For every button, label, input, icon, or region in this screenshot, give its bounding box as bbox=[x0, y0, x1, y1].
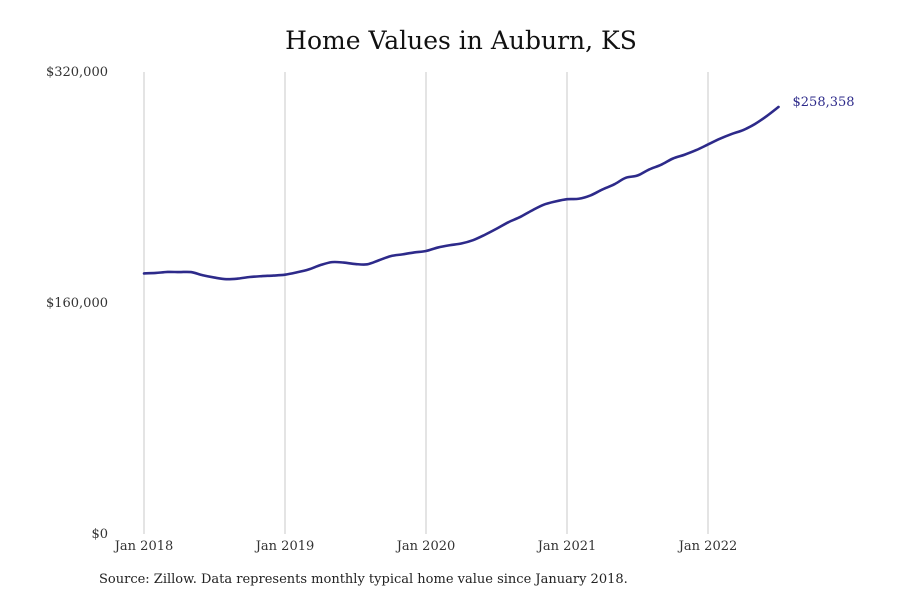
x-tick-label: Jan 2020 bbox=[395, 539, 456, 554]
chart-title: Home Values in Auburn, KS bbox=[285, 26, 637, 55]
x-tick-label: Jan 2018 bbox=[113, 539, 174, 554]
end-value-label: $258,358 bbox=[793, 95, 855, 110]
y-tick-label: $160,000 bbox=[46, 296, 108, 311]
y-tick-label: $0 bbox=[91, 527, 108, 542]
series-line-home-value bbox=[142, 105, 780, 281]
gridlines bbox=[143, 72, 709, 534]
x-tick-label: Jan 2019 bbox=[254, 539, 315, 554]
chart-source-note: Source: Zillow. Data represents monthly … bbox=[99, 572, 628, 587]
y-axis: $0 $160,000 $320,000 bbox=[46, 65, 108, 542]
x-axis: Jan 2018 Jan 2019 Jan 2020 Jan 2021 Jan 2022 bbox=[113, 539, 738, 554]
x-tick-label: Jan 2021 bbox=[536, 539, 597, 554]
series-layer: $258,358 bbox=[142, 95, 855, 281]
y-tick-label: $320,000 bbox=[46, 65, 108, 80]
x-tick-label: Jan 2022 bbox=[677, 539, 738, 554]
